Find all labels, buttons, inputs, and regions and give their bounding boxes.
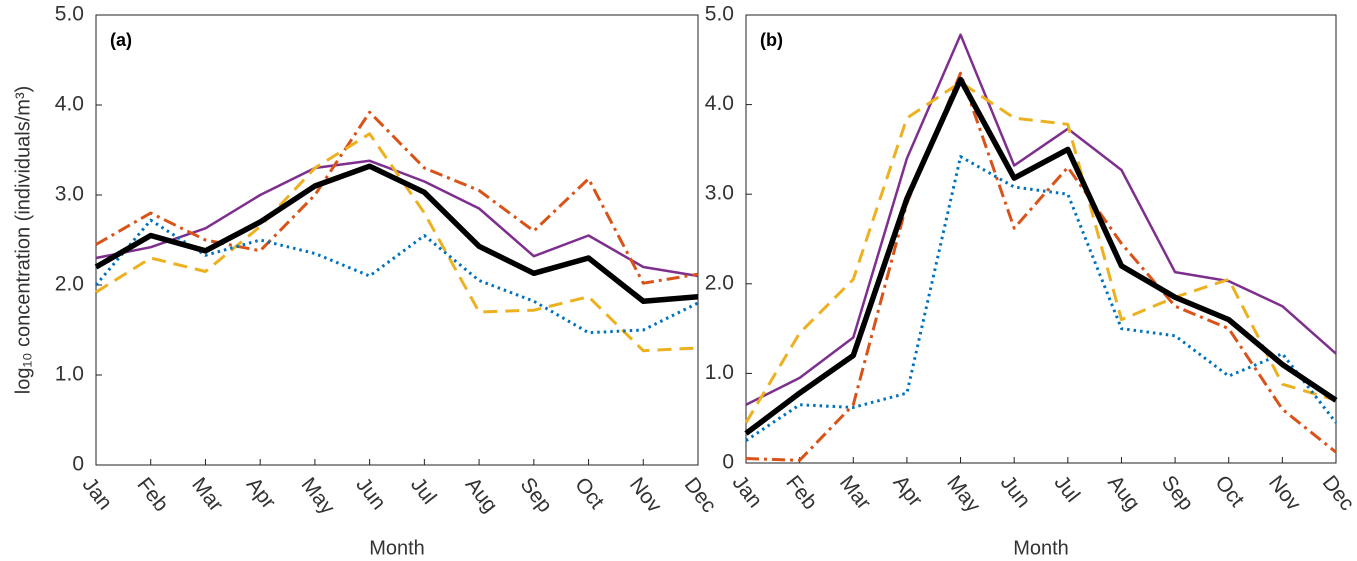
plot-frame xyxy=(95,14,699,466)
data-line xyxy=(94,163,699,304)
x-tick-label: Jul xyxy=(1050,471,1085,506)
x-tick-label: Aug xyxy=(461,473,502,517)
y-tick-label: 2.0 xyxy=(705,271,734,294)
x-tick-label: May xyxy=(942,471,985,517)
y-tick-label: 0 xyxy=(722,451,734,474)
x-tick-label: Aug xyxy=(1103,471,1144,515)
x-tick-label: May xyxy=(297,473,340,519)
data-line xyxy=(745,33,1337,406)
x-tick-label: Nov xyxy=(625,473,666,517)
x-tick-label: Feb xyxy=(781,471,821,514)
x-tick-label: Sep xyxy=(516,473,557,517)
data-line xyxy=(95,132,699,353)
y-tick-label: 4.0 xyxy=(705,92,734,115)
y-tick-label: 1.0 xyxy=(705,361,734,384)
data-line xyxy=(744,76,1338,436)
x-tick-label: Oct xyxy=(570,473,608,513)
x-tick-label: Jan xyxy=(78,473,117,514)
y-tick-label: 0 xyxy=(72,453,84,476)
x-tick-label: Oct xyxy=(1210,471,1248,511)
x-tick-label: Apr xyxy=(242,473,280,513)
x-tick-label: Apr xyxy=(889,471,927,511)
x-tick-label: Dec xyxy=(680,473,721,517)
data-line xyxy=(745,155,1338,442)
y-tick-label: 5.0 xyxy=(55,3,84,26)
y-axis-label: log₁₀ concentration (individuals/m³) xyxy=(12,86,34,395)
y-tick-label: 3.0 xyxy=(705,182,734,205)
panel-label: (b) xyxy=(760,30,783,50)
y-tick-label: 4.0 xyxy=(55,93,84,116)
data-line xyxy=(95,110,699,285)
x-tick-label: Jun xyxy=(351,473,390,514)
x-tick-label: Sep xyxy=(1157,471,1198,515)
y-tick-label: 1.0 xyxy=(55,363,84,386)
x-tick-label: Dec xyxy=(1318,471,1357,515)
x-tick-label: Nov xyxy=(1264,471,1305,515)
data-line xyxy=(744,80,1337,424)
data-line xyxy=(745,71,1337,462)
x-tick-label: Mar xyxy=(835,471,875,514)
x-axis-label: Month xyxy=(1013,537,1069,559)
y-tick-label: 2.0 xyxy=(55,273,84,296)
x-tick-label: Jan xyxy=(728,471,767,512)
x-tick-label: Mar xyxy=(187,473,227,516)
x-tick-label: Jul xyxy=(406,473,441,508)
y-tick-label: 3.0 xyxy=(55,183,84,206)
x-axis-label: Month xyxy=(369,537,425,559)
y-tick-label: 5.0 xyxy=(705,3,734,26)
panel-label: (a) xyxy=(110,30,132,50)
x-tick-label: Feb xyxy=(132,473,172,516)
x-tick-label: Jun xyxy=(996,471,1035,512)
plot-frame xyxy=(745,14,1337,464)
